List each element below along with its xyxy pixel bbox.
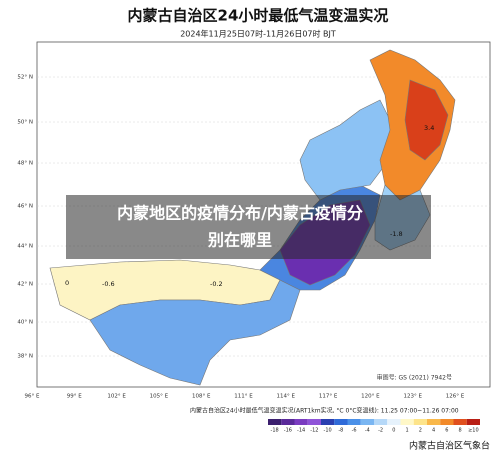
legend-swatch	[466, 419, 480, 425]
lon-label: 114° E	[277, 394, 296, 400]
legend-swatch	[440, 419, 454, 425]
lat-label: 50° N	[17, 120, 33, 126]
legend-label: -6	[352, 428, 357, 434]
lon-label: 96° E	[25, 394, 40, 400]
legend-label: ≥10	[468, 428, 479, 434]
legend-caption: 内蒙古自治区24小时最低气温变温实况(ART1km实况, °C 0°C变温线):…	[190, 407, 459, 415]
legend-swatch	[347, 419, 361, 425]
lon-label: 111° E	[234, 394, 253, 400]
lon-label: 117° E	[319, 394, 338, 400]
lon-label: 102° E	[107, 394, 126, 400]
overlay-banner	[66, 195, 431, 259]
lon-label: 126° E	[446, 394, 465, 400]
lon-label: 120° E	[361, 394, 380, 400]
lat-label: 38° N	[17, 354, 33, 360]
legend-label: -4	[365, 428, 370, 434]
legend-label: -14	[297, 428, 305, 434]
lon-label: 123° E	[403, 394, 422, 400]
lon-label: 105° E	[150, 394, 169, 400]
legend-label: 0	[392, 428, 395, 434]
lon-label: 99° E	[67, 394, 82, 400]
legend-swatch	[360, 419, 374, 425]
map-annotation: -0.2	[210, 280, 223, 288]
legend-label: -2	[378, 428, 383, 434]
legend-label: -12	[310, 428, 318, 434]
footer: 内蒙古自治区气象台	[409, 440, 490, 452]
lat-label: 42° N	[17, 282, 33, 288]
legend-swatch	[427, 419, 441, 425]
legend-swatch	[268, 419, 282, 425]
legend-swatch	[334, 419, 348, 425]
overlay-line: 别在哪里	[207, 231, 272, 250]
legend-swatch	[413, 419, 427, 425]
legend-swatch	[294, 419, 308, 425]
subtitle: 2024年11月25日07时-11月26日07时 BJT	[180, 29, 336, 39]
map-annotation: -1.8	[390, 230, 403, 238]
legend-swatch	[374, 419, 388, 425]
legend-label: 2	[419, 428, 422, 434]
legend-swatch	[400, 419, 414, 425]
lat-label: 44° N	[17, 244, 33, 250]
legend-label: -16	[284, 428, 292, 434]
legend-label: -8	[338, 428, 343, 434]
lat-label: 46° N	[17, 204, 33, 210]
map-annotation: 3.4	[424, 124, 434, 132]
legend-label: -10	[324, 428, 332, 434]
legend-label: 6	[445, 428, 448, 434]
legend-label: 8	[459, 428, 462, 434]
map-annotation: 0	[65, 279, 69, 287]
legend-label: 4	[432, 428, 435, 434]
legend-swatch	[387, 419, 401, 425]
legend-swatch	[307, 419, 321, 425]
lat-label: 40° N	[17, 320, 33, 326]
legend-label: 1	[406, 428, 409, 434]
lon-label: 108° E	[192, 394, 211, 400]
map-number: 审图号: GS (2021) 7942号	[377, 374, 452, 382]
legend-swatch	[321, 419, 335, 425]
map-annotation: -0.6	[102, 280, 115, 288]
legend-swatch	[453, 419, 467, 425]
lat-label: 52° N	[17, 75, 33, 81]
legend-label: -18	[271, 428, 279, 434]
title: 内蒙古自治区24小时最低气温变温实况	[128, 7, 389, 25]
lat-label: 48° N	[17, 161, 33, 167]
overlay-line: 内蒙地区的疫情分布/内蒙古疫情分	[117, 204, 363, 223]
legend-swatch	[281, 419, 295, 425]
